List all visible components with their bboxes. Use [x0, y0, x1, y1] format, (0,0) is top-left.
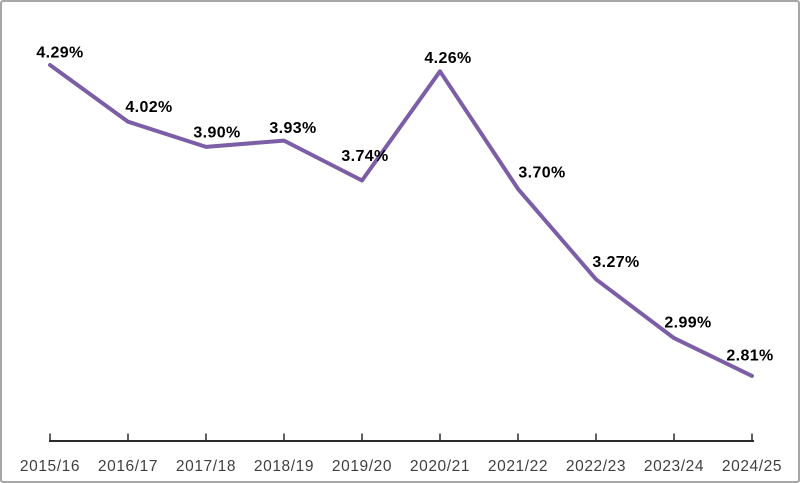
data-label: 3.90% [193, 124, 240, 141]
data-label: 4.26% [424, 50, 471, 67]
series-line [48, 63, 754, 378]
x-axis-label: 2018/19 [254, 458, 314, 475]
data-label: 2.99% [664, 315, 711, 332]
data-label: 2.81% [726, 347, 773, 364]
x-axis-label: 2017/18 [176, 458, 236, 475]
x-axis-label: 2023/24 [644, 458, 704, 475]
data-label: 3.93% [269, 120, 316, 137]
x-axis-label: 2021/22 [488, 458, 548, 475]
x-axis-label: 2022/23 [566, 458, 626, 475]
data-label: 3.27% [592, 254, 639, 271]
x-axis-label: 2024/25 [722, 458, 782, 475]
x-axis-label: 2019/20 [332, 458, 392, 475]
x-axis-label: 2015/16 [20, 458, 80, 475]
data-label: 3.70% [518, 164, 565, 181]
x-axis-label: 2016/17 [98, 458, 158, 475]
data-label: 3.74% [341, 148, 388, 165]
data-label: 4.29% [36, 45, 83, 62]
x-axis-label: 2020/21 [410, 458, 470, 475]
data-label: 4.02% [125, 99, 172, 116]
